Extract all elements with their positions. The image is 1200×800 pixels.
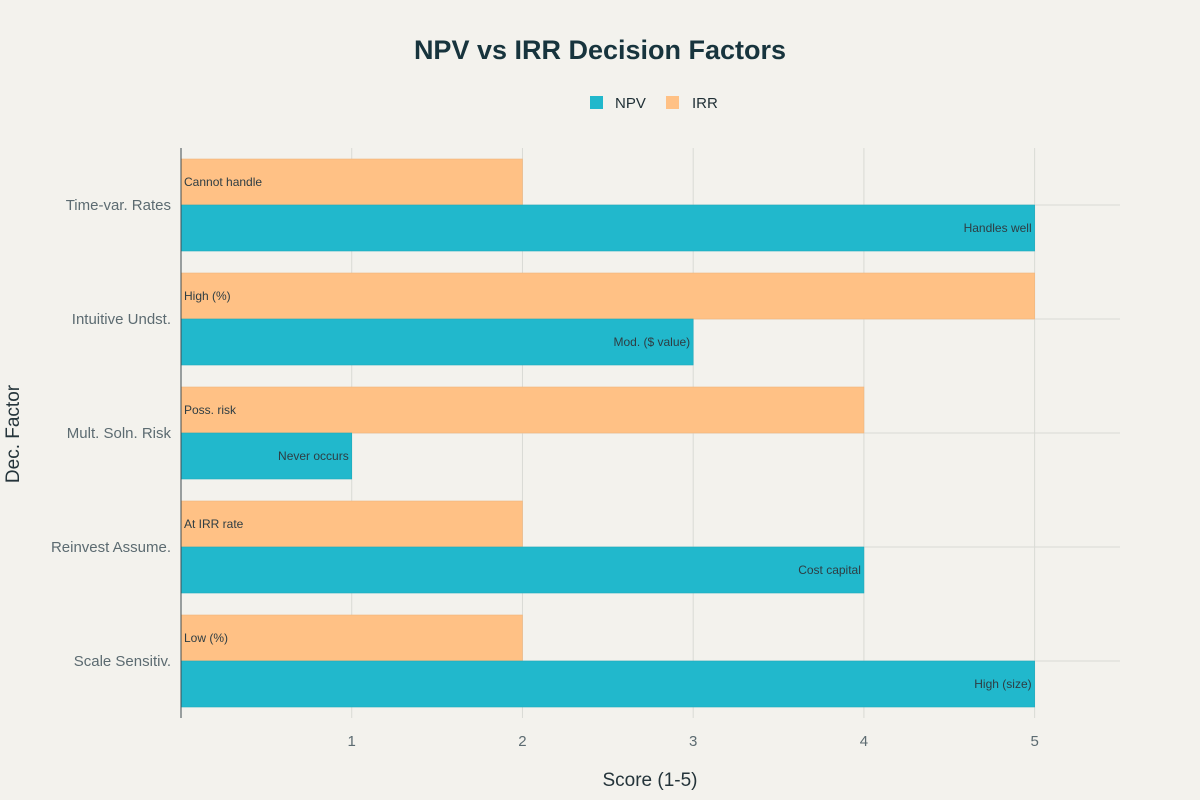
x-tick-label: 3 bbox=[689, 733, 697, 750]
legend: NPV IRR bbox=[590, 95, 718, 112]
data-label-irr: Low (%) bbox=[184, 631, 228, 645]
y-category-label: Mult. Soln. Risk bbox=[67, 425, 172, 442]
bar-npv bbox=[180, 660, 1035, 708]
y-category-label: Scale Sensitiv. bbox=[74, 653, 171, 670]
bar-labels: Cannot handle Handles well High (%) Mod. ($… bbox=[184, 175, 1032, 691]
data-label-npv: Never occurs bbox=[278, 449, 349, 463]
bar-irr bbox=[180, 614, 523, 662]
legend-label-irr: IRR bbox=[692, 95, 718, 112]
data-label-npv: Mod. ($ value) bbox=[613, 335, 690, 349]
y-category-label: Time-var. Rates bbox=[66, 197, 171, 214]
x-tick-label: 1 bbox=[348, 733, 356, 750]
y-category-label: Reinvest Assume. bbox=[51, 539, 171, 556]
data-label-npv: High (size) bbox=[974, 677, 1031, 691]
legend-swatch-irr bbox=[666, 96, 679, 109]
chart-title: NPV vs IRR Decision Factors bbox=[414, 35, 786, 65]
bar-irr bbox=[180, 272, 1035, 320]
data-label-npv: Handles well bbox=[964, 221, 1032, 235]
bar-irr bbox=[180, 158, 523, 206]
data-label-irr: At IRR rate bbox=[184, 517, 244, 531]
bar-irr bbox=[180, 500, 523, 548]
axes: 1 2 3 4 5 Time-var. Rates Intuitive Undst. Mult… bbox=[51, 148, 1039, 750]
bar-npv bbox=[180, 204, 1035, 252]
x-tick-label: 5 bbox=[1030, 733, 1038, 750]
y-axis-title: Dec. Factor bbox=[3, 384, 24, 483]
data-label-npv: Cost capital bbox=[798, 563, 861, 577]
y-category-label: Intuitive Undst. bbox=[72, 311, 171, 328]
legend-swatch-npv bbox=[590, 96, 603, 109]
bar-irr bbox=[180, 386, 865, 434]
data-label-irr: Poss. risk bbox=[184, 403, 237, 417]
bars bbox=[180, 158, 1035, 708]
bar-npv bbox=[180, 546, 865, 594]
data-label-irr: Cannot handle bbox=[184, 175, 262, 189]
data-label-irr: High (%) bbox=[184, 289, 231, 303]
legend-label-npv: NPV bbox=[615, 95, 646, 112]
x-axis-title: Score (1-5) bbox=[602, 770, 697, 791]
bar-npv bbox=[180, 432, 353, 480]
x-tick-label: 4 bbox=[860, 733, 868, 750]
bar-npv bbox=[180, 318, 694, 366]
x-tick-label: 2 bbox=[518, 733, 526, 750]
